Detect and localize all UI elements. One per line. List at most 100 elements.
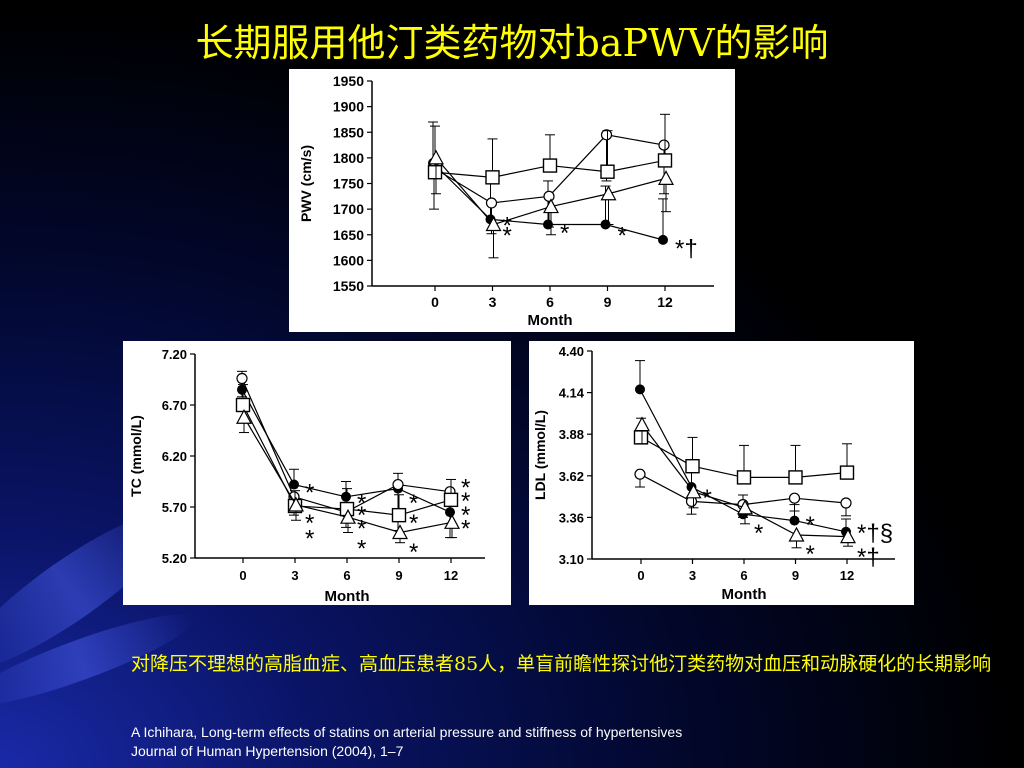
significance-marker: * (409, 510, 418, 537)
significance-marker: * (461, 475, 470, 502)
x-tick-label: 0 (239, 568, 246, 583)
y-tick-label: 5.20 (162, 551, 187, 566)
data-point-open-square (391, 507, 407, 523)
data-point-open-square (633, 430, 649, 445)
y-axis-title: PWV (cm/s) (298, 145, 314, 222)
significance-marker: *† (857, 544, 880, 571)
x-tick-label: 6 (546, 294, 554, 310)
data-point-open-triangle (235, 408, 253, 424)
significance-marker: * (357, 515, 366, 542)
significance-marker: * (461, 515, 470, 542)
pwv-chart: 1950 1900 1850 1800 1750 1700 1650 1600 1550 0 3 6 9… (298, 73, 714, 329)
data-point-open-circle (392, 478, 404, 491)
data-point-open-square (427, 165, 443, 180)
data-point-open-triangle (657, 170, 675, 185)
x-tick-label: 12 (444, 568, 458, 583)
data-point-filled-circle (635, 384, 645, 395)
data-point-open-triangle (427, 149, 445, 165)
tc-chart: 7.20 6.70 6.20 5.70 5.20 0 3 6 9 12 Month TC (mmol/… (128, 347, 485, 605)
data-point-filled-circle (341, 491, 351, 502)
data-point-open-circle (840, 497, 852, 509)
data-point-open-square (485, 170, 500, 185)
x-axis-title: Month (528, 312, 573, 329)
data-point-open-triangle (287, 496, 305, 512)
significance-marker: * (806, 541, 815, 568)
x-tick-label: 12 (840, 568, 854, 583)
y-tick-label: 1600 (333, 252, 364, 268)
y-tick-label: 1550 (333, 278, 364, 294)
significance-marker: * (703, 485, 712, 512)
data-point-open-square (839, 465, 855, 480)
ldl-chart-panel: 4.40 4.14 3.88 3.62 3.36 3.10 0 3 6 9 12 Month LDL (… (529, 341, 914, 605)
data-point-open-square (657, 153, 673, 168)
y-tick-label: 5.70 (162, 500, 187, 515)
significance-marker: * (357, 502, 366, 529)
significance-marker: * (503, 223, 512, 250)
y-tick-label: 6.20 (162, 449, 187, 464)
data-point-open-square (736, 470, 752, 485)
data-point-open-square (443, 492, 459, 508)
data-point-open-square (685, 458, 700, 474)
data-point-open-circle (634, 468, 646, 480)
y-tick-label: 3.36 (559, 510, 584, 525)
citation-line-2: Journal of Human Hypertension (2004), 1–… (131, 743, 404, 759)
significance-marker: * (357, 536, 366, 563)
x-tick-label: 3 (291, 568, 298, 583)
data-point-open-square (542, 158, 558, 173)
x-tick-label: 6 (343, 568, 350, 583)
y-tick-label: 3.10 (559, 552, 584, 567)
x-tick-label: 0 (637, 568, 644, 583)
y-tick-label: 1750 (333, 176, 364, 192)
data-point-filled-circle (658, 234, 668, 245)
y-tick-label: 1800 (333, 150, 364, 166)
significance-marker: * (409, 539, 418, 566)
x-axis-title: Month (325, 588, 370, 605)
data-point-open-triangle (788, 526, 805, 542)
data-point-open-circle (236, 372, 248, 385)
y-tick-label: 1950 (333, 73, 364, 89)
study-description: 对降压不理想的高脂血症、高血压患者85人，单盲前瞻性探讨他汀类药物对血压和动脉硬… (131, 653, 992, 675)
y-tick-label: 1900 (333, 99, 364, 115)
significance-marker: * (806, 512, 815, 539)
x-tick-label: 0 (431, 294, 439, 310)
citation-line-1: A Ichihara, Long-term effects of statins… (131, 724, 683, 740)
significance-marker: * (754, 520, 763, 547)
significance-marker: *†§ (857, 520, 893, 547)
y-tick-label: 4.14 (559, 386, 585, 401)
significance-marker: * (305, 526, 314, 553)
tc-chart-panel: 7.20 6.70 6.20 5.70 5.20 0 3 6 9 12 Month TC (mmol/… (123, 341, 511, 605)
data-point-filled-circle (289, 479, 299, 490)
data-point-open-circle (485, 197, 498, 209)
significance-marker: * (357, 490, 366, 517)
pwv-chart-panel: 1950 1900 1850 1800 1750 1700 1650 1600 1550 0 3 6 9… (289, 69, 735, 332)
data-point-open-triangle (600, 185, 617, 201)
data-point-open-triangle (736, 499, 754, 515)
data-point-open-square (788, 470, 803, 485)
y-tick-label: 1650 (333, 227, 364, 243)
data-point-open-triangle (443, 514, 461, 529)
data-point-open-square (600, 164, 615, 179)
y-tick-label: 3.62 (559, 469, 584, 484)
data-point-open-triangle (839, 528, 857, 544)
significance-marker: * (618, 223, 627, 250)
data-point-open-circle (600, 129, 613, 141)
data-point-open-circle (788, 492, 801, 504)
y-axis-title: TC (mmol/L) (128, 415, 144, 497)
significance-marker: * (305, 480, 314, 507)
x-tick-label: 6 (740, 568, 747, 583)
slide-title: 长期服用他汀类药物对baPWV的影响 (195, 21, 829, 65)
data-point-filled-circle (789, 515, 800, 526)
data-point-open-circle (543, 190, 555, 202)
y-tick-label: 1700 (333, 201, 364, 217)
significance-marker: * (409, 490, 418, 517)
data-point-open-circle (658, 139, 670, 151)
significance-marker: * (503, 212, 512, 239)
y-tick-label: 1850 (333, 124, 364, 140)
data-point-open-triangle (391, 524, 409, 540)
significance-marker: *† (675, 235, 698, 262)
x-tick-label: 3 (689, 568, 696, 583)
data-point-open-triangle (485, 216, 502, 232)
citation: A Ichihara, Long-term effects of statins… (131, 723, 682, 761)
y-axis-title: LDL (mmol/L) (532, 410, 548, 500)
y-tick-label: 6.70 (162, 398, 187, 413)
